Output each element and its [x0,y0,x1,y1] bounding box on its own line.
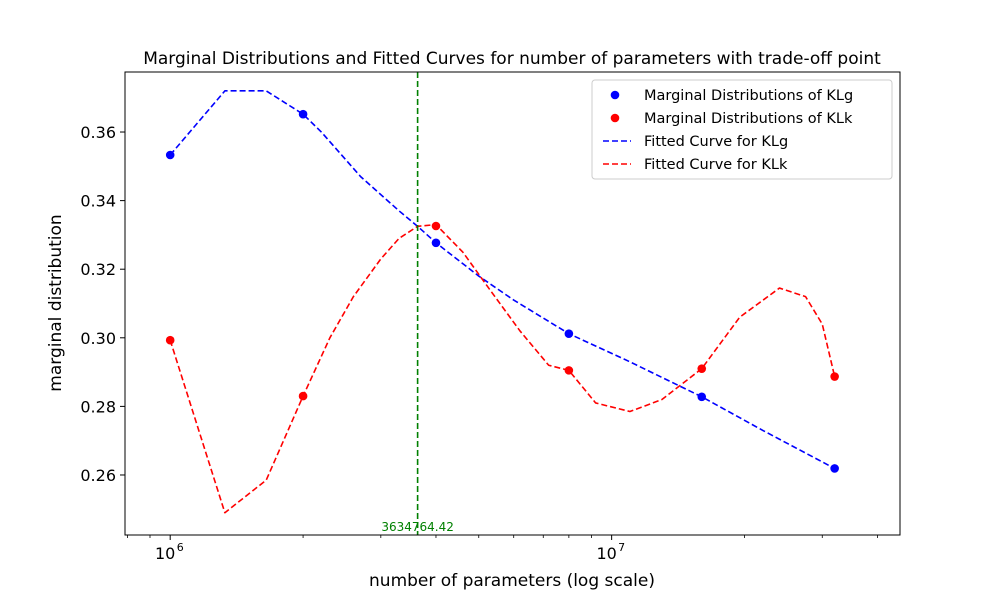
marker-klg-2 [431,238,441,248]
x-tick-label-1: 10 [596,544,616,563]
marker-klk-2 [431,221,441,231]
marker-klg-4 [697,392,707,402]
marker-klk-0 [165,335,175,345]
fitted-curve-klg [169,90,836,470]
legend-marker-1 [610,113,620,123]
y-tick-label-3: 0.32 [80,260,116,279]
y-tick-label-2: 0.30 [80,329,116,348]
marker-klg-3 [564,329,574,338]
y-tick-label-4: 0.34 [80,192,116,211]
x-tick-label-0: 10 [155,544,175,563]
marker-klg-1 [298,109,308,119]
fitted-curve-klk [169,223,836,514]
y-tick-label-5: 0.36 [80,123,116,142]
y-axis-label: marginal distribution [46,214,66,391]
x-tick-exponent-0: 6 [177,541,184,554]
plot-frame [124,71,901,536]
x-tick-exponent-1: 7 [618,541,625,554]
legend-box [591,79,893,180]
marker-klk-3 [564,366,574,375]
x-axis-label: number of parameters (log scale) [369,571,655,591]
marker-klk-4 [697,364,707,373]
marker-klk-5 [830,372,839,381]
legend-label-0: Marginal Distributions of KLg [644,88,853,104]
marker-klg-5 [830,464,839,473]
marker-klk-1 [298,391,308,401]
legend-label-1: Marginal Distributions of KLk [644,111,853,127]
legend-label-2: Fitted Curve for KLg [644,134,788,150]
y-tick-label-1: 0.28 [80,397,116,416]
legend-label-3: Fitted Curve for KLk [644,157,788,173]
chart-title: Marginal Distributions and Fitted Curves… [143,49,881,69]
marker-klg-0 [165,150,175,160]
tradeoff-label: 3634764.42 [381,520,454,534]
y-tick-label-0: 0.26 [80,466,116,485]
legend-marker-0 [610,90,620,100]
legend: Marginal Distributions of KLg Marginal Di… [591,79,893,180]
